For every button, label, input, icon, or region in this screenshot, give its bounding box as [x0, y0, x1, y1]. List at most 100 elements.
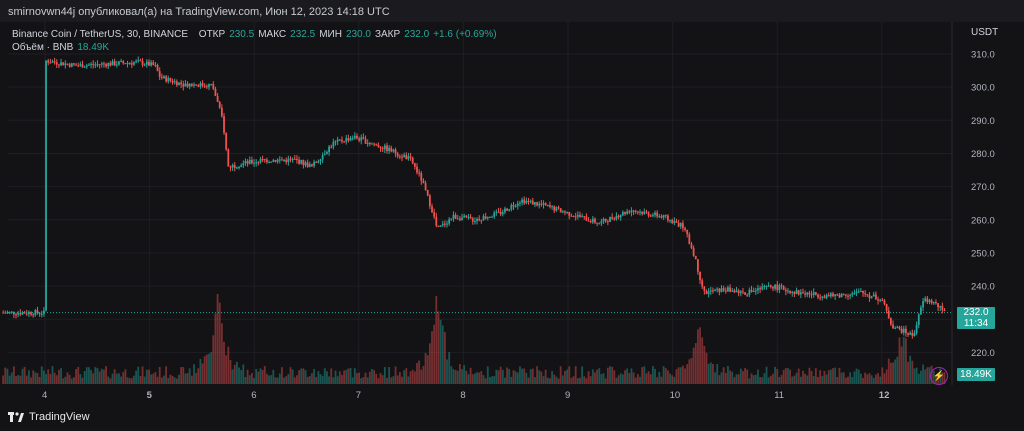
candle-body: [465, 215, 468, 218]
candle-body: [323, 154, 326, 156]
volume-bar: [268, 375, 270, 384]
candle-body: [761, 286, 764, 290]
tradingview-brand[interactable]: TradingView: [8, 411, 90, 423]
volume-bar: [456, 370, 459, 384]
candle-body: [851, 293, 854, 295]
volume-bar: [98, 371, 101, 384]
volume-bar: [795, 372, 798, 384]
volume-bar: [424, 352, 427, 384]
volume-bar: [859, 373, 862, 384]
volume-bar: [750, 373, 753, 384]
candle-body: [36, 310, 39, 313]
candle-body: [529, 200, 532, 202]
candle-body: [308, 164, 311, 168]
candle-body: [568, 212, 571, 216]
chart-pane[interactable]: [0, 22, 1024, 408]
candle-body: [343, 141, 346, 143]
candle-body: [454, 214, 457, 219]
volume-bar: [701, 337, 704, 384]
volume-bar: [767, 377, 770, 384]
candle-body: [218, 101, 221, 108]
tradingview-logo-icon: [8, 412, 24, 422]
candle-body: [694, 255, 697, 260]
symbol-title[interactable]: Binance Coin / TetherUS, 30, BINANCE: [12, 29, 189, 40]
candle-body: [799, 292, 802, 295]
volume-bar: [619, 373, 622, 384]
candle-body: [551, 206, 554, 208]
volume-bar: [534, 377, 536, 384]
volume-bar: [154, 371, 157, 384]
candle-body: [688, 234, 691, 244]
volume-bar: [499, 366, 502, 384]
volume-bar: [184, 373, 187, 384]
volume-bar: [587, 371, 590, 384]
volume-bar: [51, 366, 54, 384]
volume-bar: [259, 368, 262, 384]
volume-bar: [407, 376, 410, 384]
candle-body: [2, 312, 5, 314]
volume-bar: [205, 354, 208, 384]
volume-label[interactable]: Объём · BNB: [12, 42, 74, 53]
candle-body: [96, 64, 99, 66]
candle-body: [744, 292, 746, 295]
volume-bar: [141, 366, 144, 384]
volume-value: 18.49K: [77, 42, 110, 53]
candle-body: [420, 173, 423, 181]
candle-body: [499, 211, 502, 215]
y-tick-label: 270.0: [971, 182, 995, 193]
candle-body: [283, 159, 285, 161]
candle-body: [501, 212, 504, 215]
candle-body: [941, 305, 944, 311]
volume-bar: [377, 378, 380, 384]
candle-body: [896, 326, 899, 328]
candle-body: [100, 63, 103, 65]
volume-bar: [409, 371, 412, 384]
candle-body: [257, 162, 260, 164]
volume-bar: [90, 370, 92, 384]
volume-bar: [193, 364, 195, 384]
volume-bar: [739, 368, 742, 384]
candle-body: [471, 218, 474, 222]
volume-bar: [53, 372, 56, 384]
volume-bar: [212, 335, 215, 384]
volume-bar: [246, 369, 249, 384]
volume-bar: [817, 376, 819, 384]
volume-bar: [392, 376, 395, 384]
volume-bar: [293, 377, 296, 384]
candle-body: [467, 216, 470, 218]
volume-bar: [454, 370, 457, 384]
volume-bar: [857, 369, 860, 384]
candle-body: [173, 81, 176, 83]
candle-body: [486, 217, 489, 219]
candle-body: [135, 61, 138, 63]
candle-body: [446, 223, 448, 225]
candle-body: [812, 292, 815, 295]
volume-bar: [709, 362, 712, 384]
volume-bar: [774, 366, 777, 384]
candle-body: [699, 271, 701, 281]
volume-bar: [92, 373, 95, 384]
volume-bar: [428, 343, 431, 384]
volume-bar: [787, 368, 789, 384]
volume-bar: [600, 374, 603, 384]
candle-body: [85, 65, 88, 67]
volume-bar: [639, 376, 641, 384]
candle-body: [64, 63, 67, 66]
candle-body: [274, 160, 277, 162]
candle-body: [178, 82, 180, 86]
volume-bar: [278, 373, 281, 384]
candle-body: [390, 147, 393, 152]
volume-bar: [924, 369, 927, 384]
candle-body: [103, 63, 105, 65]
volume-bar: [433, 324, 436, 384]
candle-body: [536, 202, 538, 206]
lightning-icon[interactable]: ⚡: [930, 367, 948, 385]
candle-body: [604, 218, 607, 222]
currency-label[interactable]: USDT: [971, 27, 999, 38]
volume-bar: [60, 368, 62, 384]
candle-body: [647, 212, 650, 216]
candle-body: [47, 60, 50, 63]
volume-bar: [495, 369, 498, 384]
volume-bar: [823, 370, 826, 384]
